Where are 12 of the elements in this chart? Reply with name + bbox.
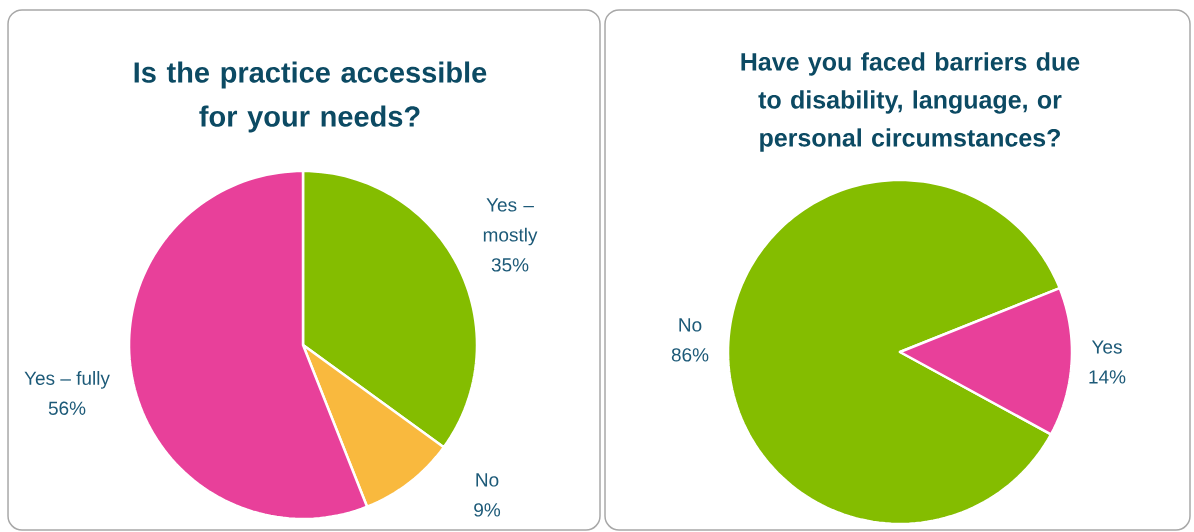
data-label: 86%: [671, 348, 709, 362]
slice-label: Yes – fully: [24, 371, 110, 389]
slice-label: No: [679, 318, 702, 332]
slice-label: No: [476, 473, 499, 487]
data-label: 56%: [48, 401, 86, 415]
chart-title: Have you faced barriers due to disability, language, or personal circumstances?: [741, 52, 1080, 152]
data-label: 14%: [1089, 370, 1126, 384]
data-label: 9%: [474, 503, 501, 517]
chart-title: Is the practice accessible for your needs?: [134, 61, 487, 133]
data-label: 35%: [491, 258, 529, 272]
slice-label: Yes – mostly: [483, 198, 538, 246]
slice-label: Yes: [1091, 340, 1122, 354]
